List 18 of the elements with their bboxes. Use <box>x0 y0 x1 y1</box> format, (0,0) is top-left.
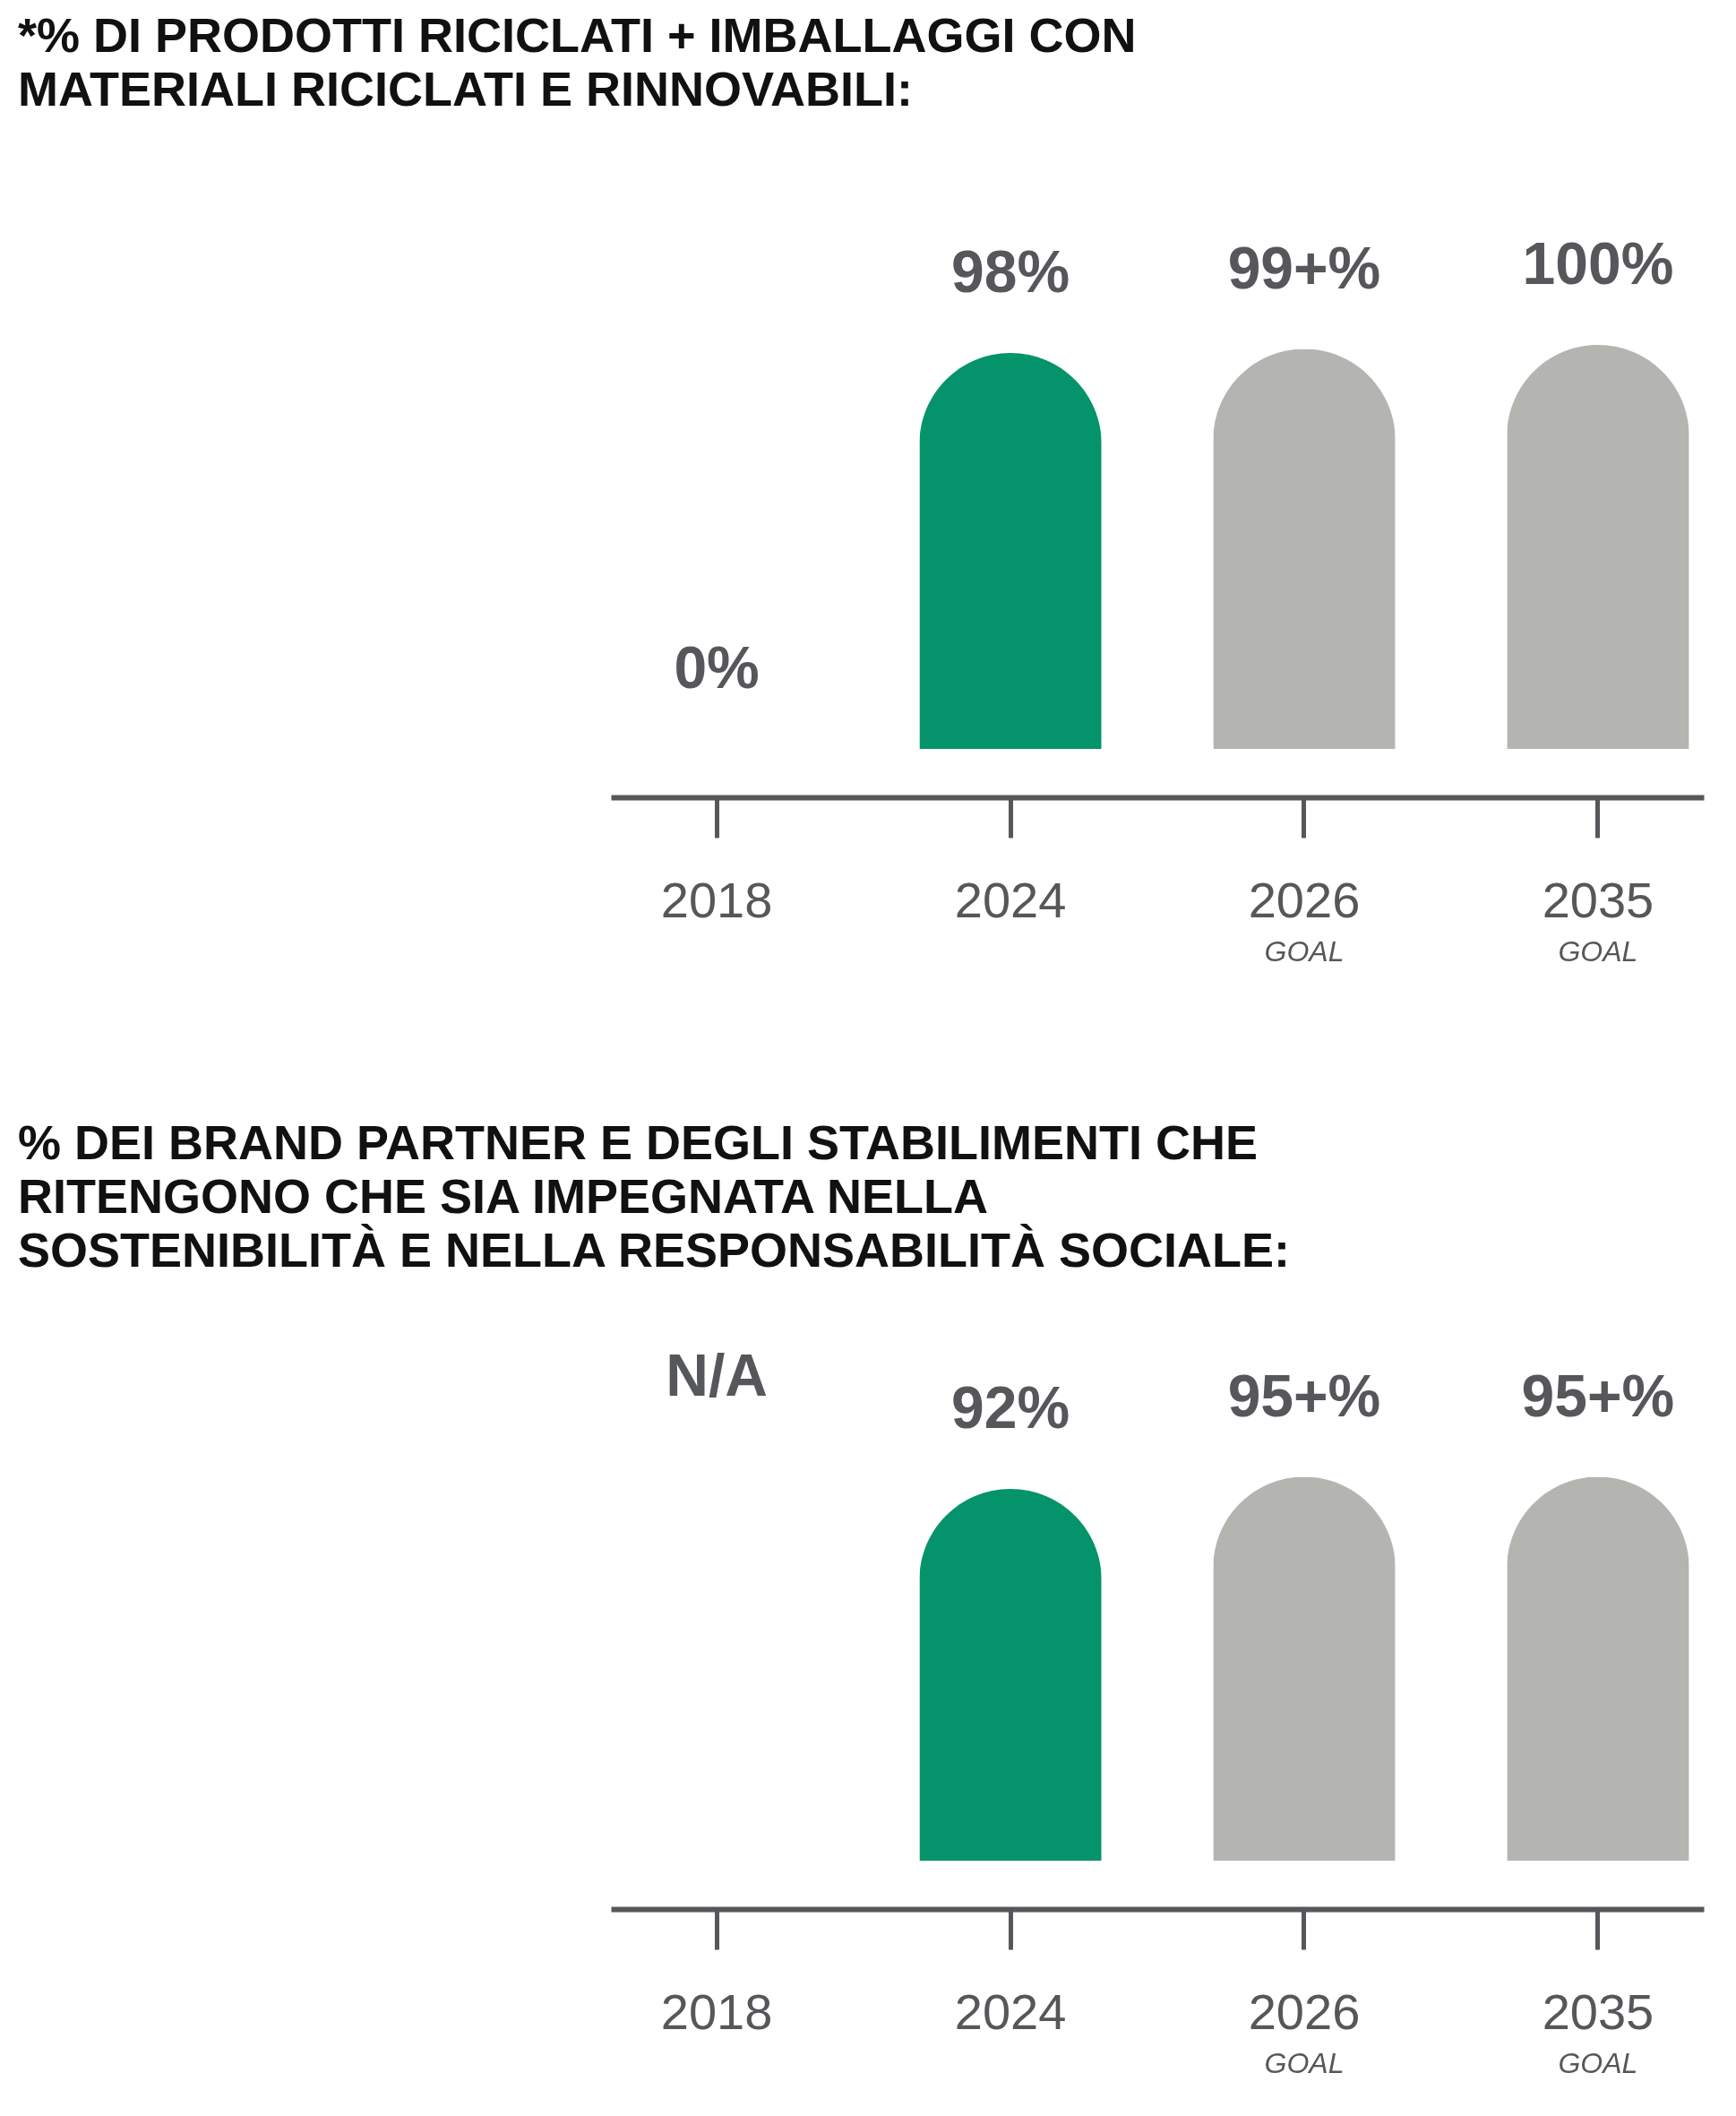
data-label: 95+% <box>1227 1362 1381 1429</box>
data-label: 98% <box>950 238 1070 305</box>
x-tick-label: 2018 <box>660 1983 773 2040</box>
data-label: 99+% <box>1227 234 1381 301</box>
category-label: 2035 GOAL <box>1542 871 1654 968</box>
data-label: 100% <box>1522 230 1674 297</box>
x-tick-label: 2024 <box>954 871 1067 928</box>
x-tick-label: 2024 <box>954 1983 1067 2040</box>
data-label: 95+% <box>1521 1362 1675 1429</box>
category-label: 2026 GOAL <box>1248 1983 1361 2079</box>
data-label: 0% <box>674 634 760 701</box>
chart-title: % DEI BRAND PARTNER E DEGLI STABILIMENTI CHE RITENGONO CHE SIA IMPEGNATA NELLA SOSTENIBILITÀ E NELLA RESPONSABILITÀ SOCIALE: <box>18 1115 1291 1277</box>
chart-title: *% DI PRODOTTI RICICLATI + IMBALLAGGI CON MATERIALI RICICLATI E RINNOVABILI: <box>18 8 1137 116</box>
category-label: 2035 GOAL <box>1542 1983 1654 2079</box>
text: N/A <box>666 1342 768 1408</box>
category-label: 2026 GOAL <box>1248 871 1361 968</box>
data-label: 92% <box>950 1374 1070 1441</box>
x-tick-label: 2018 <box>660 871 773 928</box>
